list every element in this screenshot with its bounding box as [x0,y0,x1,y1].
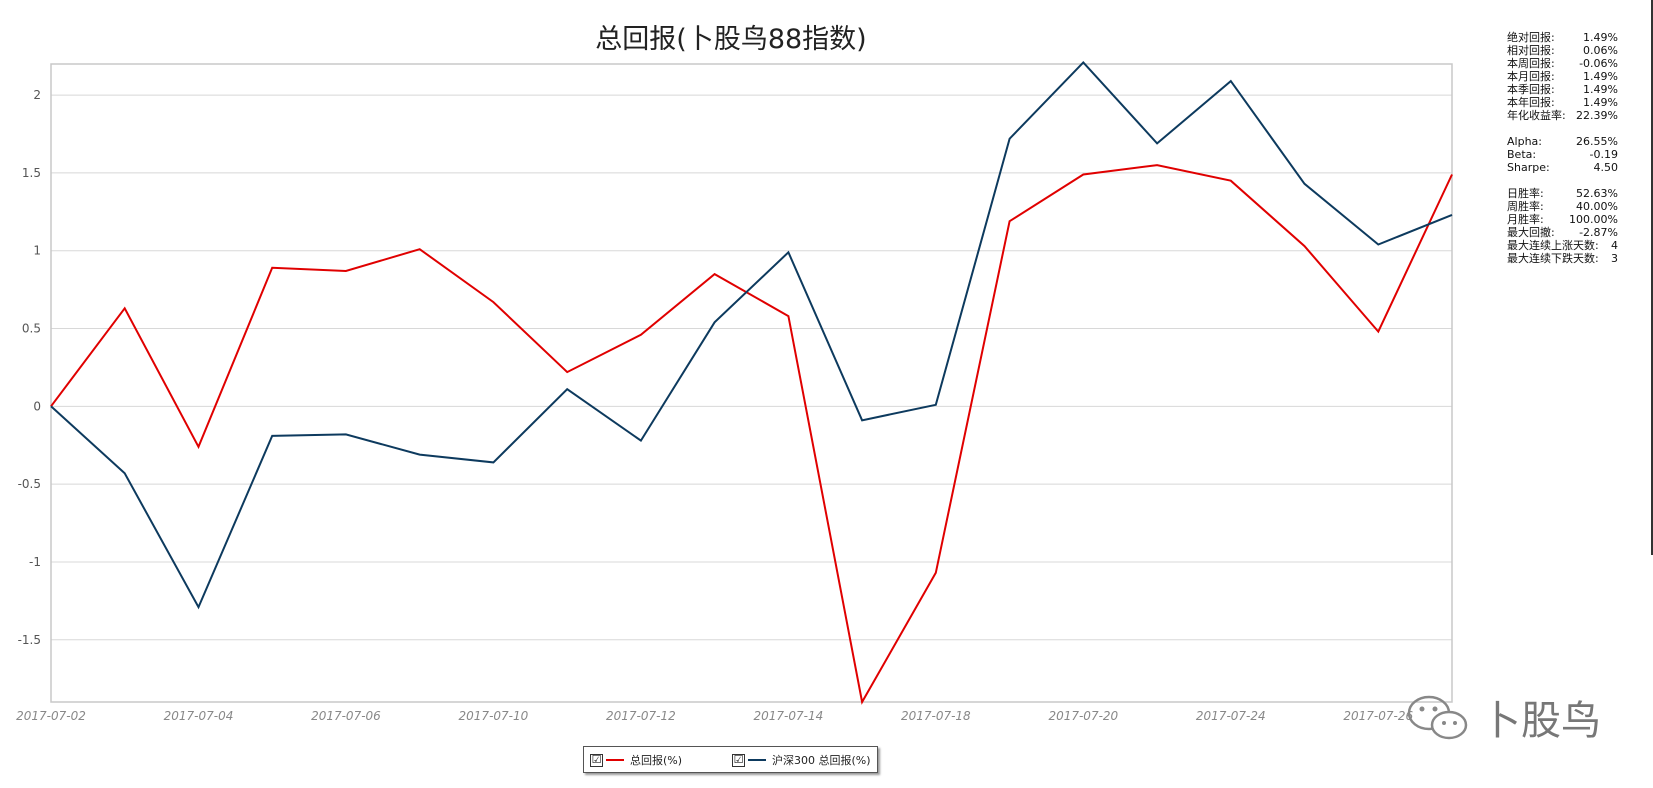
x-tick-label: 2017-07-14 [753,709,823,723]
stat-value: -0.19 [1589,148,1618,161]
legend-checkbox[interactable]: ☑ [590,752,603,767]
stat-row: 最大回撤: -2.87% [1507,226,1618,239]
y-tick-label: 1.5 [22,166,41,180]
legend-swatch [606,759,624,761]
y-tick-label: -1 [29,555,41,569]
y-tick-label: 1 [33,244,41,258]
grid [51,94,1452,641]
stat-label: 月胜率: [1507,213,1544,226]
x-tick-label: 2017-07-02 [16,709,86,723]
spacer [1507,174,1618,187]
legend-checkbox[interactable]: ☑ [732,752,745,767]
stat-label: Beta: [1507,148,1537,161]
x-axis: 2017-07-02 2017-07-04 2017-07-06 2017-07-10… [16,709,1413,723]
x-tick-label: 2017-07-12 [606,709,676,723]
y-tick-label: -1.5 [18,633,41,647]
stat-value: 1.49% [1583,70,1618,83]
stat-row: Sharpe: 4.50 [1507,161,1618,174]
window-edge [1651,0,1653,555]
stat-row: Beta: -0.19 [1507,148,1618,161]
watermark-text: 卜股鸟 [1481,698,1601,744]
x-tick-label: 2017-07-10 [459,709,529,723]
stat-value: 40.00% [1576,200,1618,213]
plot-frame [50,63,1453,703]
stat-label: 最大连续上涨天数: [1507,239,1599,252]
stats-group-returns: 绝对回报: 1.49% 相对回报: 0.06% 本周回报: -0.06% 本月回报: 1.49… [1507,31,1618,122]
stat-value: 1.49% [1583,96,1618,109]
spacer [1507,122,1618,135]
stat-label: Alpha: [1507,135,1542,148]
stat-value: 26.55% [1576,135,1618,148]
y-tick-label: 0.5 [22,322,41,336]
stat-value: 4.50 [1593,161,1619,174]
wechat-icon [1407,695,1468,740]
legend: ☑ 总回报(%) ☑ 沪深300 总回报(%) [583,746,878,773]
stat-row: Alpha: 26.55% [1507,135,1618,148]
stat-row: 绝对回报: 1.49% [1507,31,1618,44]
chart-title: 总回报(卜股鸟88指数) [595,24,866,55]
stat-label: 日胜率: [1507,187,1544,200]
x-tick-label: 2017-07-26 [1343,709,1413,723]
stat-row: 最大连续下跌天数: 3 [1507,252,1618,265]
stat-row: 最大连续上涨天数: 4 [1507,239,1618,252]
stat-row: 年化收益率: 22.39% [1507,109,1618,122]
stat-value: 22.39% [1576,109,1618,122]
legend-item-total-return[interactable]: ☑ 总回报(%) [590,752,682,768]
series-line-1 [50,60,1453,610]
stat-label: 本月回报: [1507,70,1555,83]
stats-group-winrate: 日胜率: 52.63% 周胜率: 40.00% 月胜率: 100.00% 最大回撤: -2.8… [1507,187,1618,265]
x-tick-label: 2017-07-24 [1196,709,1266,723]
stat-value: 100.00% [1569,213,1618,226]
legend-label: 沪深300 总回报(%) [772,754,871,767]
stat-label: 本季回报: [1507,83,1555,96]
stat-label: 年化收益率: [1507,109,1566,122]
stat-label: 最大回撤: [1507,226,1555,239]
stat-label: 绝对回报: [1507,31,1555,44]
stat-row: 周胜率: 40.00% [1507,200,1618,213]
stat-label: 最大连续下跌天数: [1507,252,1599,265]
stats-group-risk: Alpha: 26.55% Beta: -0.19 Sharpe: 4.50 [1507,135,1618,174]
stat-label: 周胜率: [1507,200,1544,213]
watermark: 卜股鸟 [1405,688,1601,746]
stat-row: 本年回报: 1.49% [1507,96,1618,109]
stat-label: 本年回报: [1507,96,1555,109]
stat-value: 4 [1611,239,1618,252]
legend-swatch [748,759,766,761]
stat-value: 52.63% [1576,187,1618,200]
stat-value: 1.49% [1583,31,1618,44]
series-layer [50,60,1453,705]
y-axis: 2 1.5 1 0.5 0 -0.5 -1 -1.5 [18,88,41,647]
series-line-0 [50,164,1453,705]
stat-row: 本季回报: 1.49% [1507,83,1618,96]
stat-value: 1.49% [1583,83,1618,96]
stat-value: 3 [1611,252,1618,265]
legend-label: 总回报(%) [630,754,683,767]
y-tick-label: 2 [33,88,41,102]
stats-panel: 绝对回报: 1.49% 相对回报: 0.06% 本周回报: -0.06% 本月回报: 1.49… [1507,31,1618,265]
legend-item-hs300[interactable]: ☑ 沪深300 总回报(%) [732,752,871,768]
stat-row: 日胜率: 52.63% [1507,187,1618,200]
stat-row: 相对回报: 0.06% [1507,44,1618,57]
x-tick-label: 2017-07-18 [901,709,971,723]
stat-label: 本周回报: [1507,57,1555,70]
stat-label: Sharpe: [1507,161,1550,174]
stat-row: 月胜率: 100.00% [1507,213,1618,226]
x-tick-label: 2017-07-20 [1048,709,1118,723]
stat-value: -0.06% [1579,57,1618,70]
stat-label: 相对回报: [1507,44,1555,57]
stat-value: 0.06% [1583,44,1618,57]
stat-row: 本月回报: 1.49% [1507,70,1618,83]
stat-row: 本周回报: -0.06% [1507,57,1618,70]
stat-value: -2.87% [1579,226,1618,239]
y-tick-label: -0.5 [18,477,41,491]
y-tick-label: 0 [33,399,41,413]
x-tick-label: 2017-07-04 [164,709,234,723]
x-tick-label: 2017-07-06 [311,709,381,723]
